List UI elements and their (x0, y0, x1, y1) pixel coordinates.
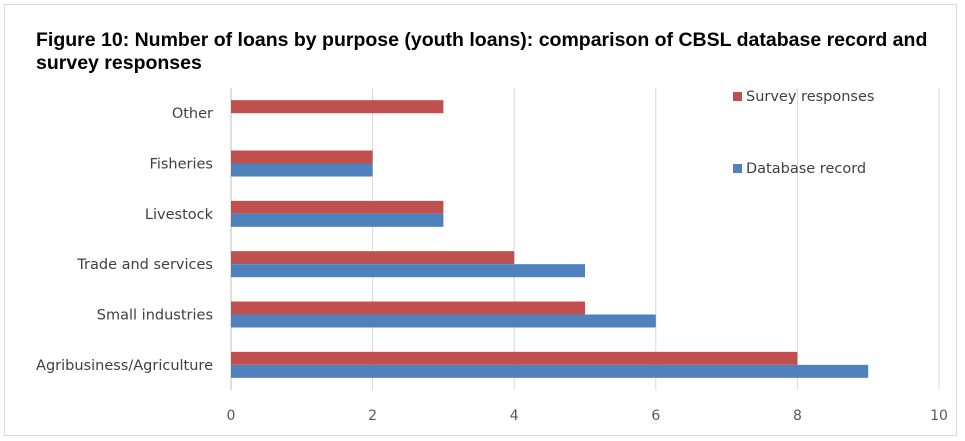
bar-database-record (231, 213, 444, 227)
bar-survey-responses (231, 251, 515, 265)
chart-title: Figure 10: Number of loans by purpose (y… (36, 29, 928, 74)
x-tick-label: 6 (651, 408, 660, 424)
legend-swatch (733, 92, 742, 101)
category-label: Small industries (97, 308, 213, 324)
legend-swatch (733, 164, 742, 173)
x-tick-label: 8 (793, 408, 802, 424)
bar-survey-responses (231, 150, 373, 164)
category-label: Agribusiness/Agriculture (36, 358, 213, 374)
bar-survey-responses (231, 351, 798, 365)
bar-database-record (231, 163, 373, 177)
bar-survey-responses (231, 100, 444, 114)
bar-survey-responses (231, 301, 585, 315)
category-label: Trade and services (76, 257, 213, 273)
bar-database-record (231, 314, 656, 328)
bar-survey-responses (231, 200, 444, 214)
category-label: Fisheries (150, 157, 213, 173)
category-label: Other (172, 106, 213, 122)
bar-database-record (231, 264, 585, 278)
category-label: Livestock (145, 207, 214, 223)
x-tick-label: 10 (930, 408, 948, 424)
x-tick-label: 4 (510, 408, 519, 424)
x-tick-label: 2 (368, 408, 377, 424)
x-tick-label: 0 (227, 408, 236, 424)
legend-label: Survey responses (746, 89, 874, 105)
legend-label: Database record (746, 161, 866, 177)
bar-database-record (231, 364, 869, 378)
